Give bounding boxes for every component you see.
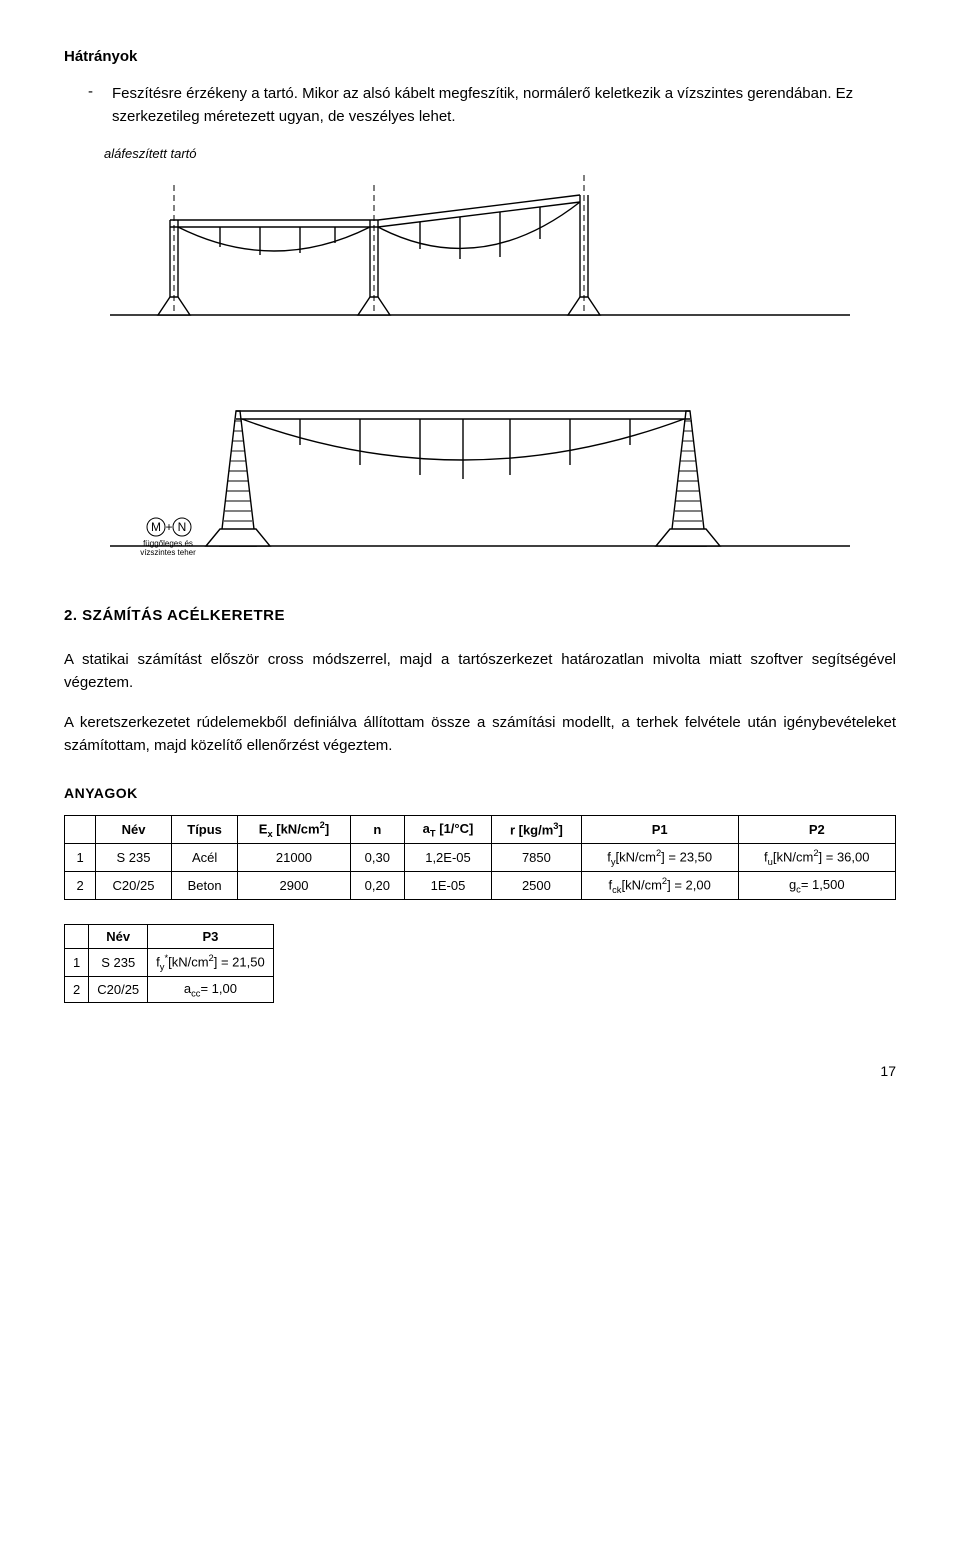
cell: 21000 xyxy=(238,843,350,871)
table-row: 1 S 235 Acél 21000 0,30 1,2E-05 7850 fy[… xyxy=(65,843,896,871)
table-row: 2 C20/25 acc= 1,00 xyxy=(65,976,274,1003)
th-p2: P2 xyxy=(738,816,895,844)
cell: C20/25 xyxy=(89,976,148,1003)
figure-2-svg: M + N függőleges és vízszintes teher xyxy=(110,371,850,571)
th-p3: P3 xyxy=(148,924,274,948)
paragraph-2: A keretszerkezetet rúdelemekből definiál… xyxy=(64,711,896,758)
cell: fck[kN/cm2] = 2,00 xyxy=(581,871,738,899)
figure-2-plus: + xyxy=(165,520,172,534)
th-r: r [kg/m3] xyxy=(491,816,581,844)
cell: fy*[kN/cm2] = 21,50 xyxy=(148,948,274,976)
section-2-heading: 2. SZÁMÍTÁS ACÉLKERETRE xyxy=(64,607,896,624)
cell: gc= 1,500 xyxy=(738,871,895,899)
cell: 1E-05 xyxy=(405,871,492,899)
th-p1: P1 xyxy=(581,816,738,844)
th-n: n xyxy=(350,816,404,844)
bullet-text: Feszítésre érzékeny a tartó. Mikor az al… xyxy=(112,83,896,128)
cell: 1 xyxy=(65,948,89,976)
materials-table-1: Név Típus Ex [kN/cm2] n aT [1/°C] r [kg/… xyxy=(64,815,896,900)
materials-table-2: Név P3 1 S 235 fy*[kN/cm2] = 21,50 2 C20… xyxy=(64,924,274,1004)
th-name: Név xyxy=(96,816,172,844)
cell: 0,20 xyxy=(350,871,404,899)
cell: fu[kN/cm2] = 36,00 xyxy=(738,843,895,871)
cell: Beton xyxy=(171,871,237,899)
th-ex: Ex [kN/cm2] xyxy=(238,816,350,844)
th-at: aT [1/°C] xyxy=(405,816,492,844)
figure-2-n: N xyxy=(178,520,187,534)
table-row: Név Típus Ex [kN/cm2] n aT [1/°C] r [kg/… xyxy=(65,816,896,844)
table-row: 1 S 235 fy*[kN/cm2] = 21,50 xyxy=(65,948,274,976)
th-name: Név xyxy=(89,924,148,948)
figure-1-label: aláfeszített tartó xyxy=(104,146,896,161)
bullet-item: - Feszítésre érzékeny a tartó. Mikor az … xyxy=(88,83,896,128)
disadvantages-heading: Hátrányok xyxy=(64,48,896,65)
figure-2-m: M xyxy=(151,520,161,534)
materials-heading: ANYAGOK xyxy=(64,785,896,801)
th-type: Típus xyxy=(171,816,237,844)
figure-2-sub1: függőleges és xyxy=(143,539,193,548)
figure-1: aláfeszített tartó xyxy=(64,146,896,335)
th-blank xyxy=(65,816,96,844)
cell: Acél xyxy=(171,843,237,871)
cell: 1 xyxy=(65,843,96,871)
cell: 7850 xyxy=(491,843,581,871)
table-row: 2 C20/25 Beton 2900 0,20 1E-05 2500 fck[… xyxy=(65,871,896,899)
cell: C20/25 xyxy=(96,871,172,899)
bullet-dash: - xyxy=(88,83,112,128)
cell: 2 xyxy=(65,871,96,899)
cell: S 235 xyxy=(96,843,172,871)
table-row: Név P3 xyxy=(65,924,274,948)
cell: 2500 xyxy=(491,871,581,899)
figure-2: M + N függőleges és vízszintes teher xyxy=(64,371,896,571)
cell: 2900 xyxy=(238,871,350,899)
cell: 0,30 xyxy=(350,843,404,871)
cell: acc= 1,00 xyxy=(148,976,274,1003)
th-blank xyxy=(65,924,89,948)
cell: 1,2E-05 xyxy=(405,843,492,871)
paragraph-1: A statikai számítást először cross módsz… xyxy=(64,648,896,695)
figure-1-svg xyxy=(110,165,850,335)
cell: 2 xyxy=(65,976,89,1003)
cell: S 235 xyxy=(89,948,148,976)
figure-2-sub2: vízszintes teher xyxy=(140,548,196,557)
page-number: 17 xyxy=(64,1063,896,1079)
cell: fy[kN/cm2] = 23,50 xyxy=(581,843,738,871)
